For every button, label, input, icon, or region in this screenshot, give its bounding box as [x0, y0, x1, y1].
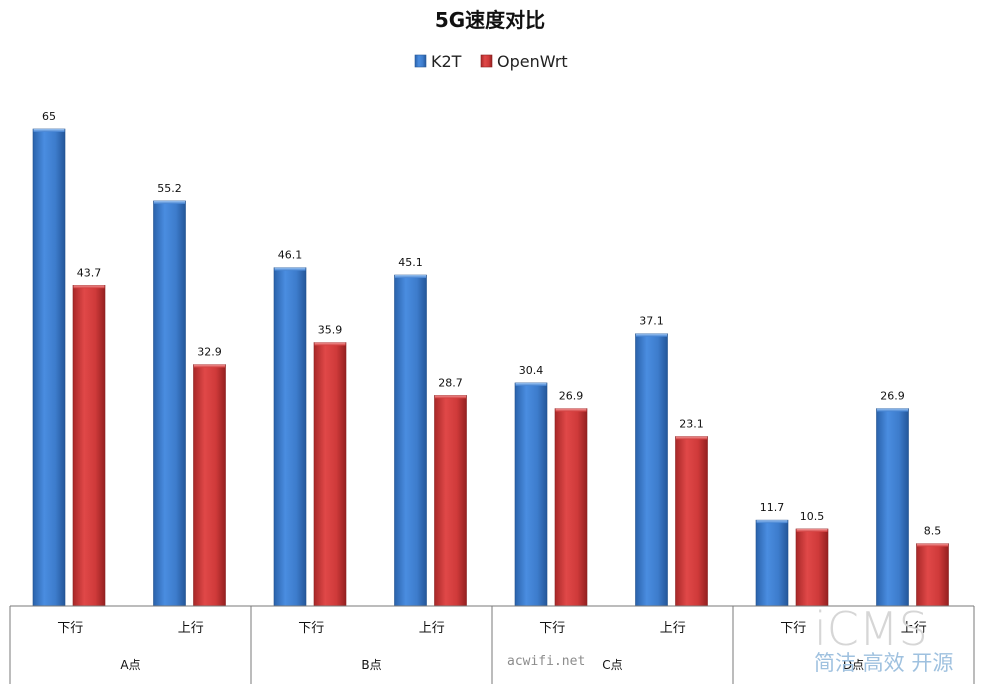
value-label-openwrt-7: 8.5 — [924, 525, 942, 538]
category-label-7: 上行 — [901, 621, 927, 636]
value-label-k2t-5: 37.1 — [639, 315, 664, 328]
bar-k2t-7 — [876, 408, 909, 607]
group-label-2: C点 — [602, 658, 622, 672]
bar-top-openwrt-2 — [314, 342, 346, 346]
bar-k2t-1 — [153, 200, 186, 607]
bar-openwrt-3 — [434, 395, 467, 607]
watermark-logo: iCMS — [814, 602, 928, 656]
watermark-site: acwifi.net — [507, 654, 585, 669]
value-label-k2t-4: 30.4 — [519, 364, 544, 377]
bar-top-k2t-7 — [877, 408, 908, 412]
bar-top-k2t-3 — [395, 275, 426, 279]
value-label-k2t-6: 11.7 — [760, 501, 785, 514]
bar-openwrt-5 — [675, 436, 708, 607]
bar-top-openwrt-3 — [435, 395, 466, 399]
legend-swatch-k2t — [414, 54, 427, 68]
watermark: acwifi.net iCMS 简洁 高效 开源 — [507, 602, 953, 675]
legend: K2T OpenWrt — [414, 52, 568, 71]
bars-layer — [32, 128, 949, 607]
bar-openwrt-7 — [916, 543, 949, 607]
bar-top-k2t-2 — [274, 267, 306, 271]
bar-openwrt-0 — [72, 285, 106, 607]
bar-openwrt-2 — [313, 342, 347, 607]
group-label-1: B点 — [361, 658, 381, 672]
value-label-openwrt-6: 10.5 — [800, 510, 825, 523]
category-label-4: 下行 — [539, 621, 565, 636]
category-label-2: 下行 — [298, 621, 324, 636]
value-label-k2t-3: 45.1 — [398, 256, 423, 269]
bar-top-k2t-6 — [756, 520, 788, 524]
watermark-slogan: 简洁 高效 开源 — [814, 651, 953, 675]
bar-top-openwrt-6 — [796, 528, 828, 532]
value-label-k2t-1: 55.2 — [157, 182, 182, 195]
bar-top-k2t-1 — [154, 200, 185, 204]
bar-top-k2t-0 — [33, 129, 65, 132]
bar-top-k2t-4 — [515, 382, 547, 386]
bar-top-openwrt-4 — [555, 408, 587, 412]
bar-top-openwrt-1 — [194, 364, 225, 368]
value-label-k2t-0: 65 — [42, 110, 56, 123]
value-label-openwrt-5: 23.1 — [679, 417, 704, 430]
chart-title: 5G速度对比 — [435, 8, 545, 32]
category-label-5: 上行 — [660, 621, 686, 636]
category-label-3: 上行 — [419, 621, 445, 636]
value-label-openwrt-0: 43.7 — [77, 266, 102, 279]
category-axis: 下行 上行 下行 上行 下行 上行 下行 上行 A点 B点 C点 D点 — [9, 605, 975, 684]
group-label-0: A点 — [120, 658, 140, 672]
bar-k2t-3 — [394, 274, 427, 607]
legend-swatch-openwrt — [480, 54, 493, 68]
value-label-k2t-2: 46.1 — [278, 249, 303, 262]
value-labels-layer: 65 43.7 55.2 32.9 46.1 35.9 45.1 28.7 30.4 26.9 37… — [42, 110, 941, 538]
value-label-openwrt-4: 26.9 — [559, 390, 584, 403]
value-label-openwrt-3: 28.7 — [438, 376, 463, 389]
bar-top-openwrt-5 — [676, 436, 707, 440]
bar-top-k2t-5 — [636, 333, 667, 337]
group-label-3: D点 — [843, 658, 864, 672]
legend-label-openwrt: OpenWrt — [497, 52, 568, 71]
bar-openwrt-4 — [554, 408, 588, 607]
bar-k2t-5 — [635, 333, 668, 607]
category-label-6: 下行 — [780, 621, 806, 636]
value-label-openwrt-1: 32.9 — [197, 346, 222, 359]
legend-label-k2t: K2T — [431, 52, 462, 71]
value-label-k2t-7: 26.9 — [880, 390, 905, 403]
value-label-openwrt-2: 35.9 — [318, 324, 343, 337]
bar-top-openwrt-0 — [73, 285, 105, 289]
category-label-1: 上行 — [178, 621, 204, 636]
bar-top-openwrt-7 — [917, 543, 948, 547]
bar-k2t-0 — [32, 128, 66, 607]
bar-k2t-6 — [755, 519, 789, 607]
bar-openwrt-6 — [795, 528, 829, 607]
bar-k2t-4 — [514, 382, 548, 607]
bar-openwrt-1 — [193, 364, 226, 607]
category-label-0: 下行 — [57, 621, 83, 636]
bar-k2t-2 — [273, 267, 307, 607]
